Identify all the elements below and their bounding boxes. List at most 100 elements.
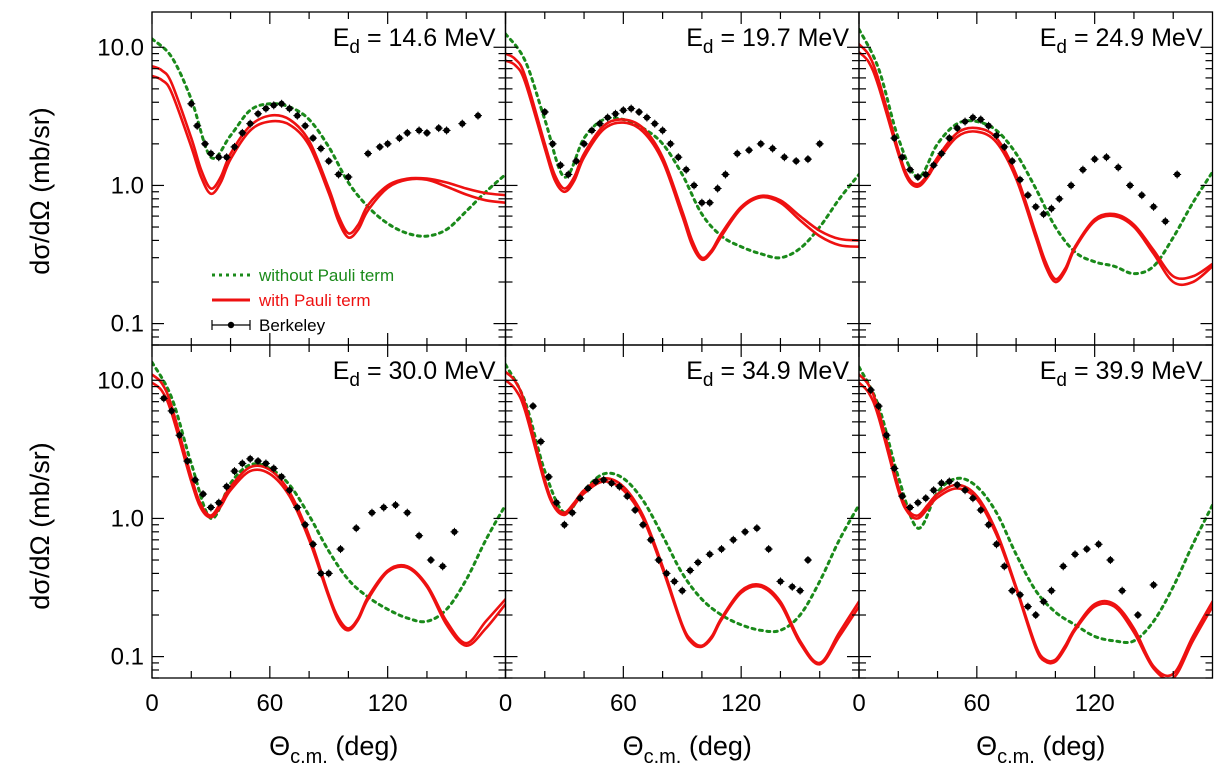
- data-point: [540, 108, 549, 117]
- axis-ticks: [151, 12, 1213, 679]
- data-point: [214, 498, 223, 507]
- x-tick-label: 120: [721, 690, 761, 717]
- data-point: [906, 503, 915, 512]
- curve-without-6-0: [859, 365, 1213, 644]
- x-tick-label: 0: [499, 690, 512, 717]
- data-point: [733, 149, 742, 158]
- panel-5: [505, 363, 859, 666]
- data-point: [1031, 611, 1040, 620]
- data-point: [721, 170, 730, 179]
- data-point: [929, 161, 938, 170]
- data-point: [375, 142, 384, 151]
- data-point: [599, 475, 608, 484]
- data-point: [309, 134, 318, 143]
- data-point: [796, 586, 805, 595]
- data-point: [1126, 181, 1135, 190]
- data-point: [159, 394, 168, 403]
- data-point: [874, 402, 883, 411]
- data-point: [984, 520, 993, 529]
- x-tick-label: 60: [610, 690, 637, 717]
- data-point: [254, 109, 263, 118]
- data-point: [583, 484, 592, 493]
- x-tick-label: 60: [963, 690, 990, 717]
- curve-with-5-1: [505, 370, 859, 665]
- data-point: [395, 134, 404, 143]
- data-point: [269, 101, 278, 110]
- data-point: [269, 464, 278, 473]
- data-point: [458, 119, 467, 128]
- data-point: [906, 165, 915, 174]
- data-point: [277, 472, 286, 481]
- data-point: [776, 577, 785, 586]
- x-axis-titles: Θc.m. (deg) Θc.m. (deg) Θc.m. (deg): [269, 731, 1105, 768]
- data-point: [788, 582, 797, 591]
- data-point: [984, 121, 993, 130]
- data-point: [556, 161, 565, 170]
- data-point: [1059, 562, 1068, 571]
- data-point: [580, 139, 589, 148]
- data-point: [1039, 210, 1048, 219]
- x-tick-label: 0: [852, 690, 865, 717]
- curve-with-3-2: [859, 51, 1213, 287]
- panel-3: [859, 27, 1213, 287]
- data-point: [285, 104, 294, 113]
- data-point: [1090, 155, 1099, 164]
- data-point: [631, 506, 640, 515]
- data-point: [921, 494, 930, 503]
- data-point: [576, 494, 585, 503]
- data-point: [1149, 202, 1158, 211]
- energy-label-6: Ed = 39.9 MeV: [1040, 357, 1203, 391]
- data-point: [670, 577, 679, 586]
- data-point: [705, 198, 714, 207]
- data-point: [752, 524, 761, 533]
- curve-with-6-1: [859, 373, 1213, 678]
- data-point: [201, 139, 210, 148]
- data-point: [968, 494, 977, 503]
- data-point: [336, 545, 345, 554]
- panel-frame-3: [858, 11, 1214, 346]
- data-point: [1133, 611, 1142, 620]
- data-point: [953, 124, 962, 133]
- data-point: [277, 99, 286, 108]
- data-point: [1031, 202, 1040, 211]
- data-point: [611, 109, 620, 118]
- data-point: [450, 527, 459, 536]
- panel-frame-2: [504, 11, 860, 346]
- data-point: [682, 165, 691, 174]
- data-point: [199, 490, 208, 499]
- data-point: [316, 144, 325, 153]
- data-point: [293, 111, 302, 120]
- data-point: [882, 431, 891, 440]
- tick-labels: Ed = 14.6 MeV 0.1 1.0 10.0 Ed = 19.7 MeV Ed =…: [97, 24, 1203, 717]
- data-point: [646, 535, 655, 544]
- data-point: [309, 540, 318, 549]
- x-tick-label: 120: [1075, 690, 1115, 717]
- data-point: [548, 139, 557, 148]
- legend-label-with: with Pauli term: [258, 291, 370, 310]
- data-point: [803, 556, 812, 565]
- data-point: [552, 498, 561, 507]
- data-point: [992, 540, 1001, 549]
- data-point: [674, 153, 683, 162]
- data-point: [1023, 602, 1032, 611]
- energy-label-1: Ed = 14.6 MeV: [333, 24, 496, 58]
- data-point: [238, 459, 247, 468]
- data-point: [662, 569, 671, 578]
- data-point: [686, 566, 695, 575]
- energy-label-2: Ed = 19.7 MeV: [686, 24, 849, 58]
- data-point: [1102, 153, 1111, 162]
- data-point: [866, 386, 875, 395]
- data-point: [415, 531, 424, 540]
- data-point: [1000, 142, 1009, 151]
- data-point: [1161, 217, 1170, 226]
- data-point: [183, 457, 192, 466]
- panels-layer: [152, 27, 1213, 678]
- y-axis-title-top: dσ/dΩ (mb/sr): [25, 107, 55, 274]
- data-point: [690, 181, 699, 190]
- data-point: [474, 111, 483, 120]
- data-point: [615, 482, 624, 491]
- data-point: [383, 139, 392, 148]
- curve-with-5-2: [505, 379, 859, 666]
- data-point: [1173, 170, 1182, 179]
- data-point: [705, 550, 714, 559]
